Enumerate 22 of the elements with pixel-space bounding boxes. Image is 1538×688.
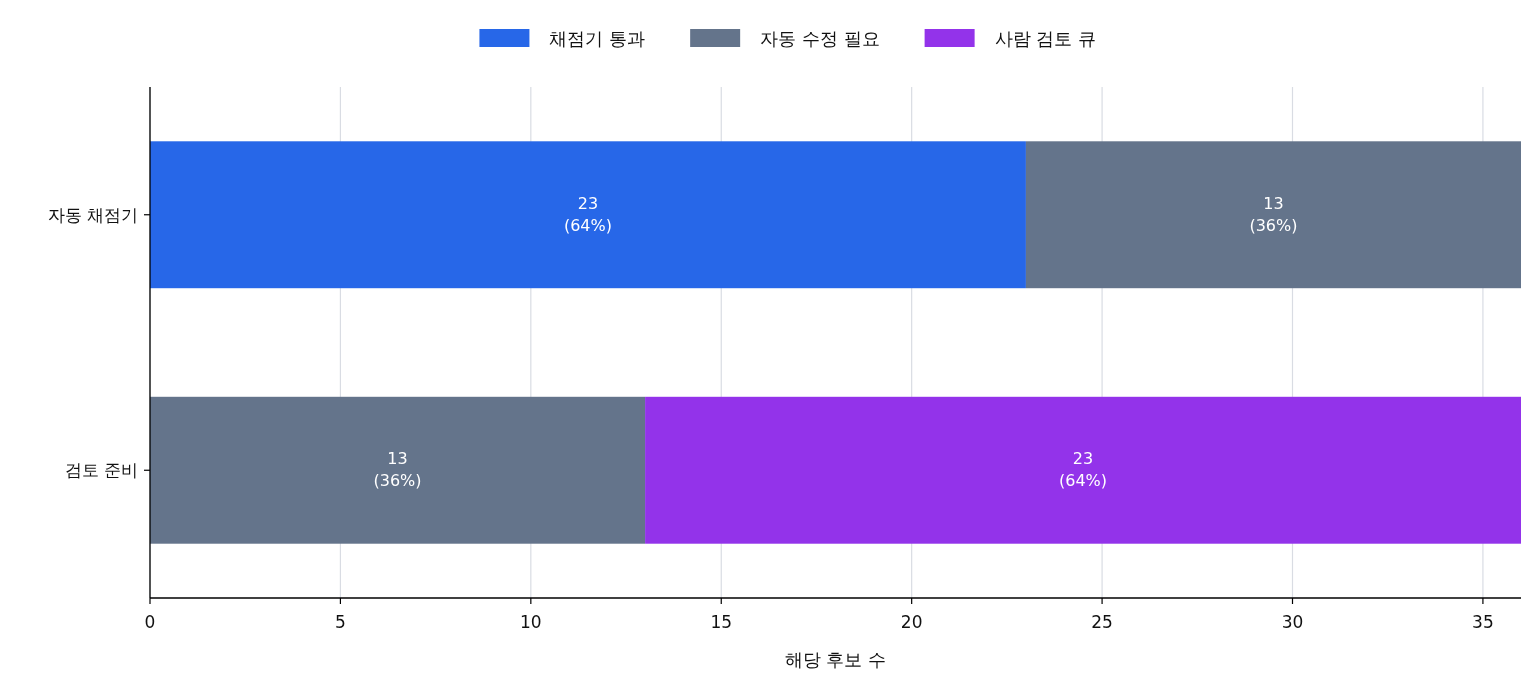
y-tick-label: 검토 준비 [64, 460, 138, 481]
legend-label: 자동 수정 필요 [760, 28, 880, 49]
bar [645, 396, 1521, 544]
bar [150, 141, 1026, 289]
x-tick-label: 5 [335, 612, 346, 632]
data-label: 23 (64%) [563, 193, 612, 235]
x-tick-label: 20 [900, 612, 923, 632]
bar [1025, 141, 1521, 289]
x-tick-label: 0 [144, 612, 156, 632]
legend-label: 사람 검토 큐 [994, 28, 1097, 49]
y-tick-label: 자동 채점기 [47, 204, 138, 225]
bar [150, 396, 646, 544]
x-tick-label: 15 [710, 612, 733, 632]
data-label: 23 (64%) [1059, 449, 1108, 491]
data-label: 13 (36%) [1249, 193, 1298, 235]
data-label: 13 (36%) [373, 449, 422, 491]
x-tick-label: 35 [1472, 612, 1494, 632]
x-tick-label: 25 [1091, 612, 1113, 632]
x-tick-label: 10 [520, 612, 542, 632]
legend-label: 채점기 통과 [549, 28, 646, 49]
x-axis-title: 해당 후보 수 [784, 649, 887, 670]
x-tick-label: 30 [1281, 612, 1304, 632]
